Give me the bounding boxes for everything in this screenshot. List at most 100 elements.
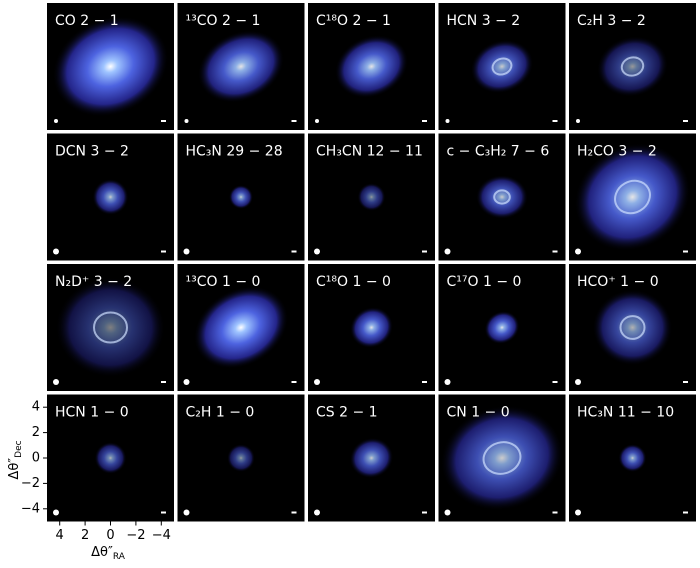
panel-label: C¹⁸O 2 − 1 xyxy=(316,13,391,29)
x-label-sub: RA xyxy=(113,552,126,562)
panel-label: HC₃N 29 − 28 xyxy=(186,144,283,160)
panel: CN 1 − 0 xyxy=(438,394,566,522)
panel-label: C₂H 1 − 0 xyxy=(186,405,255,421)
panel-label: C₂H 3 − 2 xyxy=(577,13,646,29)
panel: C¹⁷O 1 − 0 xyxy=(438,264,566,391)
beam xyxy=(444,509,451,516)
emission xyxy=(592,289,673,366)
x-tick-label: −2 xyxy=(126,528,145,543)
panel-label: DCN 3 − 2 xyxy=(55,144,129,160)
beam xyxy=(314,248,320,255)
beam xyxy=(575,509,581,516)
panel-label: C¹⁸O 1 − 0 xyxy=(316,274,391,290)
panel: HCN 3 − 2 xyxy=(438,3,566,130)
ring xyxy=(620,56,645,77)
x-tick-label: 4 xyxy=(56,528,64,543)
beam xyxy=(54,119,58,123)
emission xyxy=(193,286,289,369)
panel-label: HCN 1 − 0 xyxy=(55,405,129,421)
beam xyxy=(53,509,59,516)
y-label-sub: Dec xyxy=(14,440,24,457)
emission xyxy=(197,30,285,103)
y-tick-label: −4 xyxy=(21,501,40,516)
beam xyxy=(575,379,581,385)
emission xyxy=(334,34,409,99)
beam xyxy=(444,248,451,255)
ring xyxy=(93,311,128,344)
beam xyxy=(314,509,320,516)
panel: HC₃N 11 − 10 xyxy=(569,394,696,522)
emission xyxy=(92,179,129,215)
panel-label: ¹³CO 1 − 0 xyxy=(186,274,261,290)
x-axis-label: Δθ″RA xyxy=(91,545,126,562)
emission xyxy=(349,437,394,479)
beam xyxy=(53,379,59,385)
emission xyxy=(484,310,520,345)
y-label-main: Δθ″ xyxy=(7,458,22,480)
ring xyxy=(619,315,646,340)
panel: HCN 1 − 0 xyxy=(47,394,174,522)
beam xyxy=(444,379,451,385)
panel: C₂H 3 − 2 xyxy=(569,3,696,130)
emission xyxy=(618,444,647,472)
panel-label: N₂D⁺ 3 − 2 xyxy=(55,274,132,290)
panel: C¹⁸O 1 − 0 xyxy=(308,264,435,391)
x-tick-label: −4 xyxy=(152,528,171,543)
emission xyxy=(94,442,127,474)
panel-label: CS 2 − 1 xyxy=(316,405,378,421)
emission xyxy=(470,39,534,94)
beam xyxy=(53,248,59,255)
beam xyxy=(314,379,320,385)
panel: C¹⁸O 2 − 1 xyxy=(308,3,435,130)
panel: H₂CO 3 − 2 xyxy=(569,133,696,261)
panel: CO 2 − 1 xyxy=(47,3,174,130)
panel: ¹³CO 1 − 0 xyxy=(177,264,305,391)
y-tick-label: −2 xyxy=(21,476,40,491)
y-tick-label: 0 xyxy=(32,451,40,466)
panel-label: CO 2 − 1 xyxy=(55,13,119,29)
panel: C₂H 1 − 0 xyxy=(177,394,305,522)
ring xyxy=(493,189,511,205)
y-tick-label: 2 xyxy=(32,425,40,440)
emission xyxy=(357,183,386,211)
x-label-main: Δθ″ xyxy=(91,545,113,560)
emission xyxy=(55,277,166,378)
panel: HCO⁺ 1 − 0 xyxy=(569,264,696,391)
panel: N₂D⁺ 3 − 2 xyxy=(47,264,174,391)
beam xyxy=(575,248,581,255)
y-tick-label: 4 xyxy=(32,400,40,415)
emission xyxy=(440,405,564,511)
panel: ¹³CO 2 − 1 xyxy=(177,3,305,130)
panel-label: ¹³CO 2 − 1 xyxy=(186,13,261,29)
ring xyxy=(482,441,522,475)
panel: HC₃N 29 − 28 xyxy=(177,133,305,261)
beam xyxy=(445,119,450,123)
ring xyxy=(614,179,651,215)
beam xyxy=(183,509,190,516)
emission xyxy=(596,36,669,97)
beam xyxy=(184,119,189,123)
panel-label: HCO⁺ 1 − 0 xyxy=(577,274,659,290)
beam xyxy=(183,379,190,385)
emission xyxy=(574,142,691,252)
panel-label: HC₃N 11 − 10 xyxy=(577,405,674,421)
panel: CH₃CN 12 − 11 xyxy=(308,133,435,261)
beam xyxy=(315,119,319,123)
panel-label: CN 1 − 0 xyxy=(447,405,510,421)
panel: CS 2 − 1 xyxy=(308,394,435,522)
panel-label: C¹⁷O 1 − 0 xyxy=(447,274,522,290)
emission xyxy=(476,175,528,219)
x-tick-label: 2 xyxy=(81,528,89,543)
y-axis-label: Δθ″Dec xyxy=(7,440,24,479)
emission xyxy=(52,16,169,117)
beam xyxy=(183,248,190,255)
panel-label: CH₃CN 12 − 11 xyxy=(316,144,423,160)
panel: c − C₃H₂ 7 − 6 xyxy=(438,133,566,261)
beam xyxy=(576,119,580,123)
panel-label: c − C₃H₂ 7 − 6 xyxy=(447,144,550,160)
panel: DCN 3 − 2 xyxy=(47,133,174,261)
emission xyxy=(229,185,253,209)
panel-label: H₂CO 3 − 2 xyxy=(577,144,657,160)
x-tick-label: 0 xyxy=(106,528,114,543)
